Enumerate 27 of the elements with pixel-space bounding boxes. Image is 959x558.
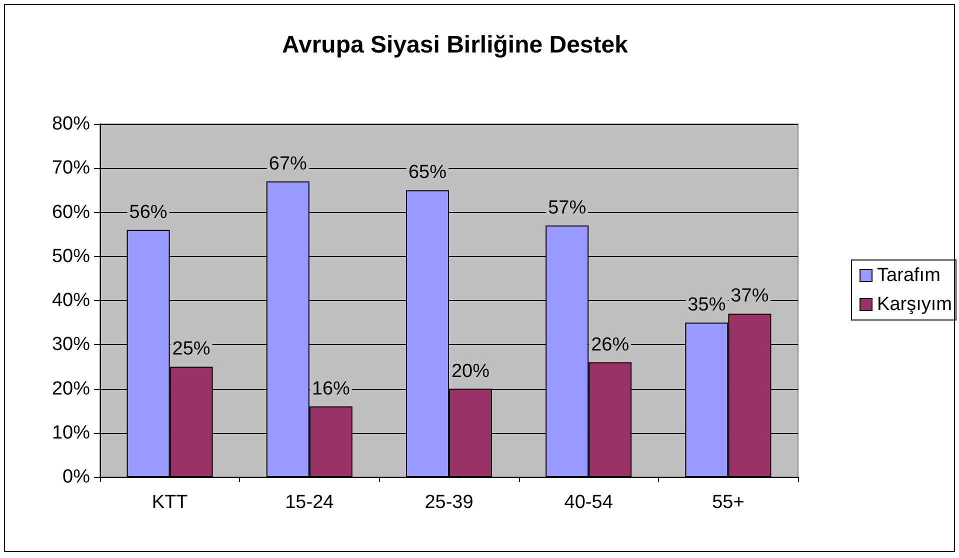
y-tick-label: 60%: [52, 202, 90, 223]
data-label: 26%: [591, 334, 630, 356]
x-tick-label: KTT: [152, 492, 188, 513]
y-tick-label: 40%: [52, 290, 90, 311]
chart-title: Avrupa Siyasi Birliğine Destek: [282, 32, 629, 58]
data-label: 57%: [548, 197, 586, 218]
legend-label: Tarafım: [877, 265, 940, 286]
x-tick-label: 40-54: [564, 492, 614, 513]
legend-label: Karşıyım: [877, 294, 952, 315]
x-tick-label: 55+: [712, 492, 744, 513]
y-tick-label: 70%: [52, 158, 90, 179]
y-tick-label: 30%: [52, 334, 90, 356]
x-tick-label: 15-24: [285, 492, 334, 513]
y-tick-label: 20%: [52, 378, 90, 400]
data-label: 20%: [451, 360, 490, 382]
x-tick-label: 25-39: [424, 492, 474, 513]
y-tick-label: 80%: [52, 114, 90, 134]
data-label: 65%: [408, 162, 447, 184]
data-label: 56%: [129, 202, 168, 223]
data-label: 37%: [730, 286, 769, 307]
data-label: 16%: [312, 378, 350, 400]
data-label: 67%: [268, 153, 308, 174]
data-label: 25%: [172, 338, 210, 360]
y-tick-label: 10%: [52, 422, 90, 444]
y-tick-label: 0%: [62, 466, 90, 488]
y-tick-label: 50%: [52, 246, 90, 267]
data-label: 35%: [688, 294, 726, 316]
